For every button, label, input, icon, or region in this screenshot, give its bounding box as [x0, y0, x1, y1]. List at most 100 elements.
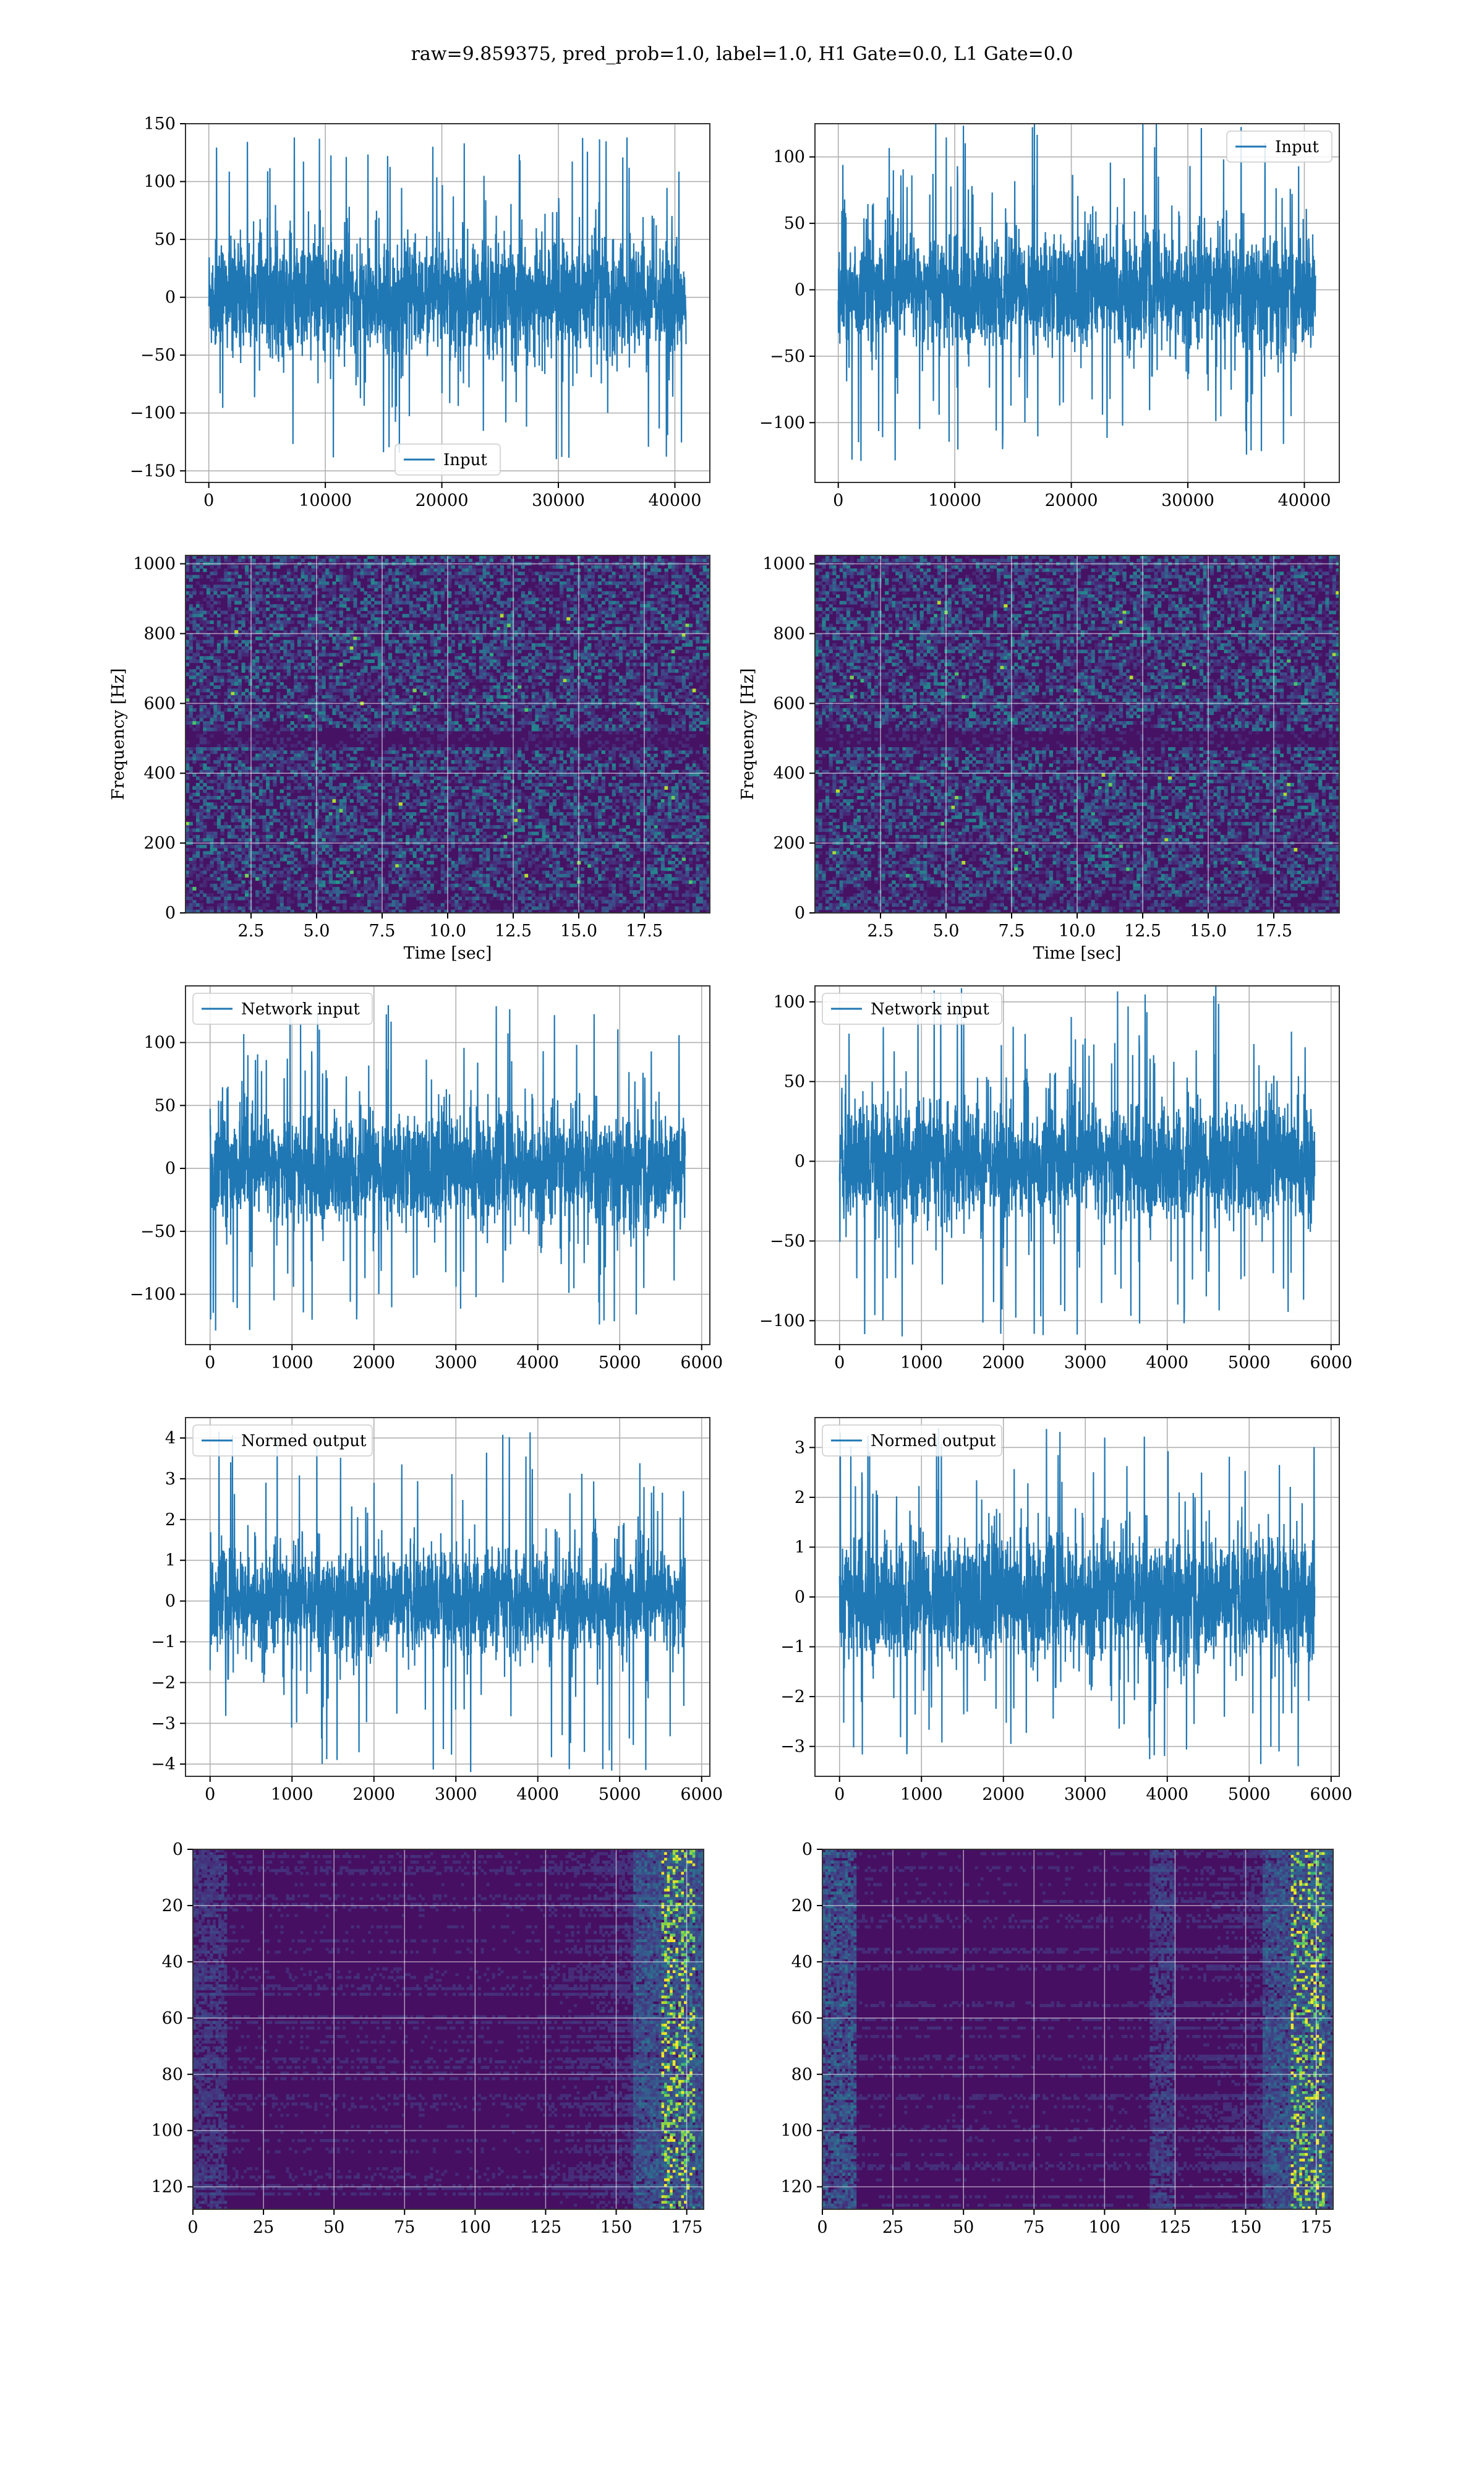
feature-map-l1-y-tick-label-1: 20 [791, 1896, 812, 1915]
network-input-h1-x-tick-label-3: 3000 [435, 1353, 477, 1372]
network-input-l1-y-tick-label-1: −50 [770, 1231, 805, 1251]
network-input-l1-y-tick-label-0: −100 [759, 1311, 805, 1330]
network-input-h1-x-tick-label-5: 5000 [599, 1353, 641, 1372]
normed-output-h1-x-tick-label-3: 3000 [435, 1785, 477, 1804]
input-l1-series-0 [837, 124, 1316, 461]
network-input-h1-axes-frame [185, 985, 710, 1345]
network-input-h1-legend-label: Network input [241, 1000, 360, 1019]
feature-map-h1-x-tick-label-1: 25 [253, 2218, 274, 2237]
network-input-h1-y-tick-label-1: −50 [140, 1222, 176, 1241]
normed-output-l1-y-tick-label-3: 0 [795, 1588, 805, 1607]
network-input-l1-y-tick-label-3: 50 [784, 1072, 805, 1092]
normed-output-l1-y-tick-label-4: 1 [795, 1538, 805, 1557]
normed-output-h1-x-tick-label-2: 2000 [352, 1785, 395, 1804]
input-l1-y-tick-label-1: −50 [770, 347, 805, 366]
normed-output-h1-y-tick-label-3: −1 [151, 1633, 176, 1652]
spectrogram-h1-x-tick-label-6: 17.5 [626, 922, 663, 941]
spectrogram-h1-x-tick-label-1: 5.0 [304, 922, 330, 941]
input-l1-x-tick-label-1: 10000 [928, 491, 981, 510]
normed-output-h1-x-tick-label-4: 4000 [516, 1785, 559, 1804]
normed-output-h1-y-tick-label-4: 0 [165, 1592, 176, 1611]
spectrogram-h1-panel: 2.5 5.0 7.5 10.0 12.5 15.0 17.5 0 200 400 600 800 10… [109, 555, 710, 963]
spectrogram-h1-x-tick-label-5: 15.0 [560, 922, 597, 941]
spectrogram-h1-y-tick-label-2: 400 [143, 764, 176, 783]
normed-output-h1-legend-label: Normed output [241, 1432, 367, 1450]
input-l1-legend-label: Input [1275, 138, 1319, 156]
feature-map-l1-y-tick-label-3: 60 [791, 2009, 812, 2028]
feature-map-l1-x-tick-label-2: 50 [953, 2218, 974, 2237]
normed-output-l1-y-tick-label-2: −1 [780, 1638, 805, 1657]
feature-map-l1-y-tick-label-6: 120 [780, 2178, 812, 2197]
feature-map-l1-y-tick-label-5: 100 [780, 2121, 812, 2141]
network-input-h1-y-tick-label-0: −100 [130, 1285, 176, 1304]
feature-map-l1-x-tick-label-7: 175 [1300, 2218, 1333, 2237]
normed-output-h1-x-tick-label-0: 0 [205, 1785, 215, 1804]
network-input-l1-x-tick-label-1: 1000 [900, 1353, 943, 1372]
feature-map-l1-y-tick-label-0: 0 [802, 1840, 812, 1859]
network-input-h1-y-tick-label-3: 50 [155, 1096, 176, 1115]
normed-output-h1-panel: 0 1000 2000 3000 4000 5000 6000 −4 −3 −2 −1 0 1 2 3 4 No… [151, 1417, 723, 1804]
feature-map-l1-y-tick-label-4: 80 [791, 2065, 812, 2084]
normed-output-l1-x-tick-label-2: 2000 [982, 1785, 1025, 1804]
normed-output-h1-y-tick-label-5: 1 [165, 1551, 176, 1570]
normed-output-h1-series-0 [209, 1431, 686, 1773]
spectrogram-h1-x-tick-label-0: 2.5 [238, 922, 265, 941]
spectrogram-l1-x-tick-label-6: 17.5 [1255, 922, 1292, 941]
feature-map-h1-x-tick-label-4: 100 [459, 2218, 492, 2237]
normed-output-l1-x-tick-label-3: 3000 [1064, 1785, 1107, 1804]
input-h1-x-tick-label-2: 20000 [416, 491, 469, 510]
normed-output-h1-y-tick-label-0: −4 [151, 1755, 176, 1774]
spectrogram-l1-x-tick-label-2: 7.5 [999, 922, 1025, 941]
input-h1-y-tick-label-4: 50 [155, 230, 176, 249]
normed-output-l1-x-tick-label-6: 6000 [1310, 1785, 1352, 1804]
spectrogram-l1-y-tick-label-5: 1000 [762, 555, 805, 574]
network-input-l1-x-tick-label-3: 3000 [1064, 1353, 1107, 1372]
spectrogram-l1-x-axis-label: Time [sec] [1033, 944, 1122, 963]
network-input-l1-series-0 [838, 986, 1316, 1337]
normed-output-l1-legend: Normed output [822, 1424, 1002, 1457]
spectrogram-l1-panel: 2.5 5.0 7.5 10.0 12.5 15.0 17.5 0 200 400 600 800 10… [738, 555, 1340, 963]
normed-output-l1-y-tick-label-0: −3 [780, 1737, 805, 1757]
spectrogram-l1-y-axis-label: Frequency [Hz] [738, 668, 757, 800]
network-input-h1-y-tick-label-4: 100 [143, 1034, 176, 1053]
normed-output-l1-y-tick-label-1: −2 [780, 1687, 805, 1706]
spectrogram-h1-x-tick-label-3: 10.0 [429, 922, 466, 941]
feature-map-l1-x-tick-label-1: 25 [882, 2218, 903, 2237]
network-input-h1-x-tick-label-0: 0 [205, 1353, 215, 1372]
feature-map-h1-y-tick-label-6: 120 [151, 2178, 183, 2197]
input-h1-y-tick-label-2: −50 [140, 346, 176, 365]
network-input-h1-x-tick-label-6: 6000 [680, 1353, 723, 1372]
spectrogram-h1-x-axis-label: Time [sec] [404, 944, 492, 963]
spectrogram-l1-x-tick-label-0: 2.5 [868, 922, 894, 941]
feature-map-h1-y-tick-label-5: 100 [151, 2121, 183, 2141]
input-l1-y-tick-label-4: 100 [773, 148, 805, 167]
feature-map-h1-heatmap-image [193, 1849, 704, 2209]
feature-map-h1-y-tick-label-1: 20 [162, 1896, 183, 1915]
feature-map-h1-y-tick-label-0: 0 [173, 1840, 183, 1859]
spectrogram-l1-x-tick-label-4: 12.5 [1124, 922, 1161, 941]
network-input-l1-x-tick-label-0: 0 [834, 1353, 845, 1372]
feature-map-h1-panel: 0 25 50 75 100 125 150 175 0 20 40 60 80 100 120 [151, 1840, 704, 2237]
spectrogram-l1-y-tick-label-3: 600 [773, 694, 805, 713]
spectrogram-l1-x-tick-label-5: 15.0 [1190, 922, 1227, 941]
normed-output-l1-x-tick-label-1: 1000 [900, 1785, 943, 1804]
input-l1-axes-frame [814, 123, 1340, 483]
normed-output-l1-panel: 0 1000 2000 3000 4000 5000 6000 −3 −2 −1 0 1 2 3 Norme… [780, 1417, 1352, 1804]
input-h1-series-0 [208, 137, 687, 460]
feature-map-h1-x-tick-label-2: 50 [323, 2218, 344, 2237]
network-input-h1-series-0 [209, 1005, 686, 1331]
input-l1-y-tick-label-2: 0 [795, 281, 805, 300]
spectrogram-l1-y-tick-label-4: 800 [773, 624, 805, 643]
input-h1-axes-frame [185, 123, 710, 483]
normed-output-l1-x-tick-label-4: 4000 [1146, 1785, 1188, 1804]
spectrogram-l1-y-tick-label-1: 200 [773, 834, 805, 853]
network-input-l1-x-tick-label-5: 5000 [1228, 1353, 1271, 1372]
network-input-h1-x-tick-label-4: 4000 [516, 1353, 559, 1372]
feature-map-l1-x-tick-label-4: 100 [1089, 2218, 1121, 2237]
network-input-h1-panel: 0 1000 2000 3000 4000 5000 6000 −100 −50 0 50 100 Ne… [130, 985, 723, 1372]
feature-map-l1-x-tick-label-6: 150 [1230, 2218, 1262, 2237]
feature-map-l1-axes-frame [822, 1849, 1334, 2210]
network-input-h1-x-tick-label-1: 1000 [271, 1353, 313, 1372]
input-h1-y-tick-label-5: 100 [143, 173, 176, 192]
